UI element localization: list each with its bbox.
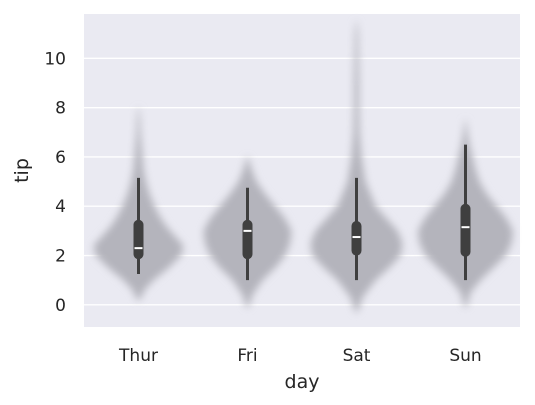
x-axis-label: day <box>285 371 320 393</box>
y-tick-label: 0 <box>55 296 66 316</box>
x-tick-label: Thur <box>118 346 158 366</box>
y-tick-label: 6 <box>55 148 66 168</box>
violin-sat <box>310 21 403 313</box>
iqr-box-thur <box>133 219 144 260</box>
iqr-box-sun <box>460 203 471 257</box>
x-tick-label: Fri <box>237 346 257 366</box>
x-tick-label: Sun <box>449 346 481 366</box>
inner-boxes <box>133 144 471 281</box>
y-tick-labels: 0 2 4 6 8 10 <box>44 49 66 315</box>
x-tick-label: Sat <box>343 346 371 366</box>
y-tick-label: 2 <box>55 247 66 267</box>
y-tick-label: 4 <box>55 197 66 217</box>
iqr-box-sat <box>351 221 362 256</box>
x-tick-labels: Thur Fri Sat Sun <box>118 346 482 366</box>
y-axis-label: tip <box>11 158 33 183</box>
y-tick-label: 8 <box>55 99 66 119</box>
y-tick-label: 10 <box>44 49 66 69</box>
iqr-box-fri <box>242 219 253 260</box>
